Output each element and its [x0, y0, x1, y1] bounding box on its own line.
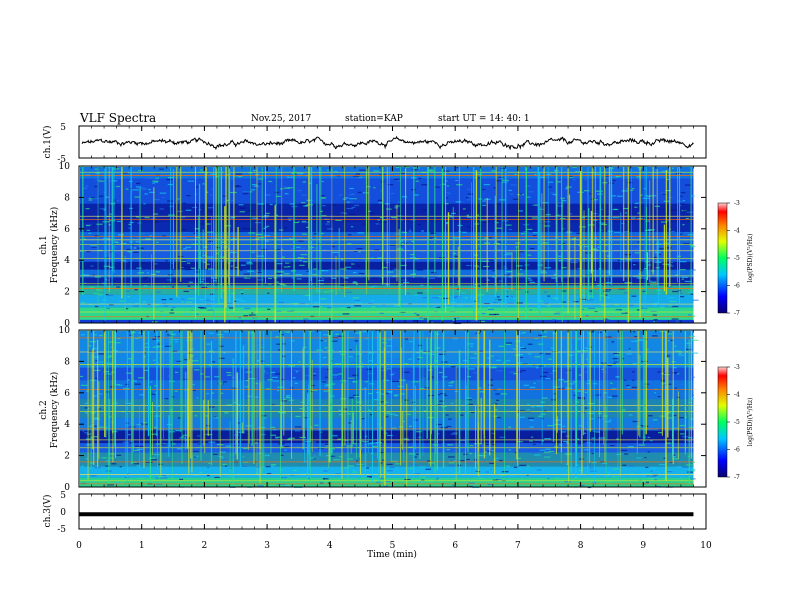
- freq-tick-label: 0: [64, 319, 70, 329]
- start-time-label: start UT = 14: 40: 1: [438, 114, 530, 124]
- freq-tick-label: 2: [64, 452, 70, 462]
- x-tick-label: 10: [700, 541, 712, 551]
- ch3-ytick-mid: 0: [60, 508, 66, 518]
- ch3-ylabel: ch.3(V): [42, 495, 53, 528]
- ch3-ytick-top: 5: [60, 491, 66, 501]
- freq-tick-label: 8: [64, 357, 70, 367]
- x-tick-label: 9: [640, 541, 646, 551]
- x-tick-label: 2: [202, 541, 208, 551]
- ch1-spectro-ylabel-top: ch.1: [39, 235, 49, 254]
- x-tick-label: 5: [390, 541, 396, 551]
- ch2-spectrogram-image: [79, 330, 706, 489]
- x-tick-label: 0: [76, 541, 82, 551]
- x-tick-label: 6: [452, 541, 458, 551]
- colorbar-tick: -5: [734, 419, 740, 426]
- station-label: station=KAP: [345, 114, 403, 124]
- colorbar-tick: -4: [734, 228, 740, 235]
- freq-tick-label: 4: [64, 256, 70, 266]
- x-axis-label: Time (min): [367, 549, 417, 560]
- freq-tick-label: 10: [59, 162, 71, 172]
- date-label: Nov.25, 2017: [251, 114, 312, 124]
- ch2-spectrogram-panel: 0 2 4 6 8 10 ch.2 Frequency (kHz): [39, 326, 707, 493]
- freq-tick-label: 4: [64, 420, 70, 430]
- freq-tick-label: 2: [64, 288, 70, 298]
- colorbar-tick: -6: [734, 447, 740, 454]
- colorbar-tick: -5: [734, 255, 740, 262]
- colorbar-tick: -3: [734, 200, 740, 207]
- freq-tick-label: 10: [59, 326, 71, 336]
- freq-tick-label: 6: [64, 225, 70, 235]
- ch1-spectrogram-image: [79, 166, 706, 325]
- colorbar-tick: -6: [734, 283, 740, 290]
- freq-tick-label: 0: [64, 483, 70, 493]
- ch1-trace: [81, 135, 694, 151]
- time-axis: 0 1 2 3 4 5 6 7 8 9 10: [76, 126, 712, 551]
- colorbar-tick: -4: [734, 392, 740, 399]
- chart-title: VLF Spectra: [80, 111, 157, 125]
- ch1-ytick-top: 5: [60, 123, 66, 133]
- ch2-spectro-ylabel-top: ch.2: [39, 400, 49, 419]
- colorbar-tick: -7: [734, 474, 740, 481]
- ch2-colorbar-label: log(PSD)(V²/Hz): [747, 398, 754, 447]
- freq-tick-label: 6: [64, 389, 70, 399]
- ch3-waveform-panel: 5 0 -5 ch.3(V): [42, 491, 707, 535]
- ch1-spectro-ylabel: Frequency (kHz): [49, 207, 60, 284]
- colorbar-tick: -3: [734, 364, 740, 371]
- x-tick-label: 3: [264, 541, 270, 551]
- ch1-colorbar-label: log(PSD)(V²/Hz): [747, 234, 754, 283]
- ch1-waveform-panel: 5 -5 ch.1(V): [42, 123, 707, 165]
- ch1-spectrogram-panel: 0 2 4 6 8 10 ch.1 Frequency (kHz): [39, 162, 707, 329]
- ch2-colorbar: log(PSD)(V²/Hz) -3 -4 -5 -6 -7: [717, 364, 754, 481]
- x-tick-label: 1: [139, 541, 145, 551]
- colorbar-tick: -7: [734, 310, 740, 317]
- x-tick-label: 8: [578, 541, 584, 551]
- ch3-ytick-bottom: -5: [57, 525, 66, 535]
- ch2-spectro-ylabel: Frequency (kHz): [49, 372, 60, 449]
- x-tick-label: 4: [327, 541, 333, 551]
- freq-tick-label: 8: [64, 193, 70, 203]
- ch1-colorbar: log(PSD)(V²/Hz) -3 -4 -5 -6 -7: [717, 200, 754, 317]
- ch1-ytick-bottom: -5: [57, 155, 66, 165]
- ch1-ylabel: ch.1(V): [42, 126, 53, 159]
- x-tick-label: 7: [515, 541, 521, 551]
